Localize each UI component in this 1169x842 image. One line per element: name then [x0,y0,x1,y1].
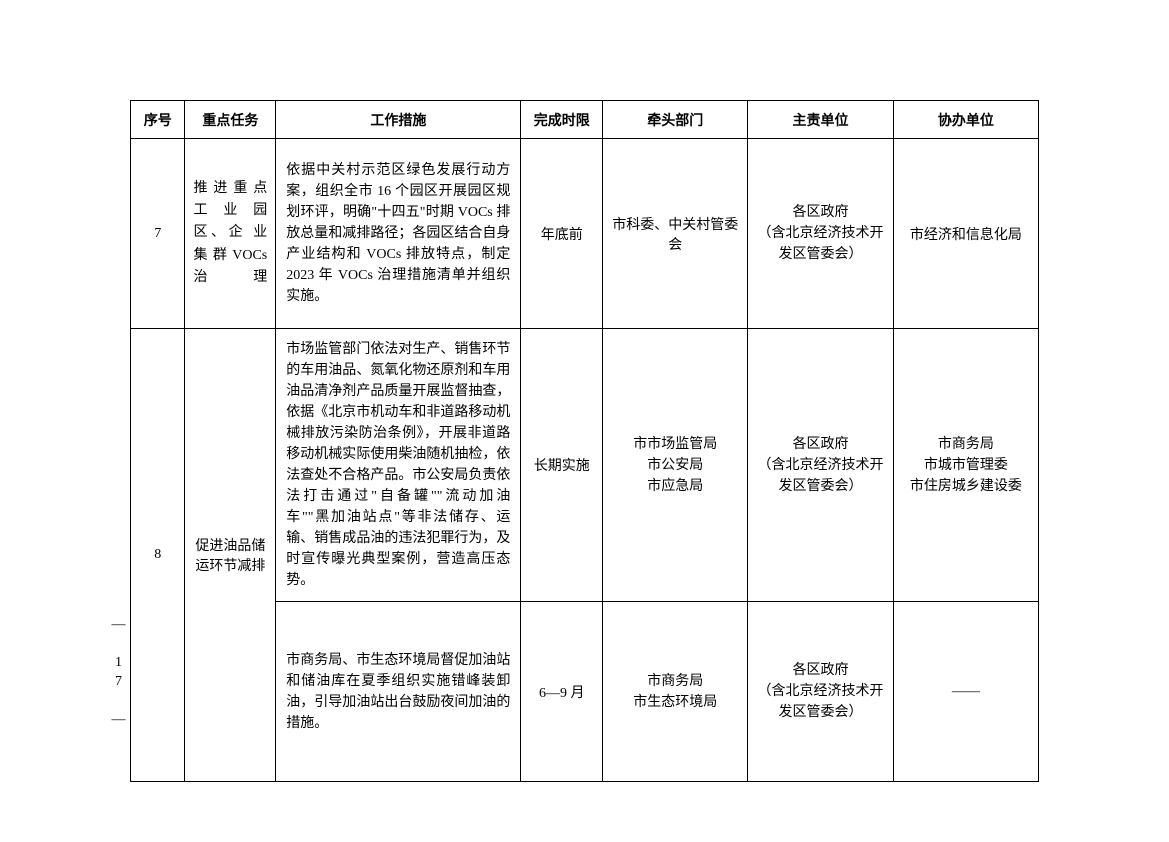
header-assist: 协办单位 [893,101,1038,139]
cell-assist: —— [893,602,1038,782]
cell-measure: 市场监管部门依法对生产、销售环节的车用油品、氮氧化物还原剂和车用油品清净剂产品质… [276,329,521,602]
header-task: 重点任务 [185,101,276,139]
page-container: 序号 重点任务 工作措施 完成时限 牵头部门 主责单位 协办单位 7 推 进 重… [0,0,1169,842]
cell-measure: 市商务局、市生态环境局督促加油站和储油库在夏季组织实施错峰装卸油，引导加油站出台… [276,602,521,782]
cell-seq: 8 [131,329,185,782]
cell-resp: 各区政府（含北京经济技术开发区管委会） [748,602,893,782]
cell-lead: 市商务局市生态环境局 [603,602,748,782]
cell-deadline: 6—9 月 [521,602,603,782]
cell-deadline: 年底前 [521,139,603,329]
header-seq: 序号 [131,101,185,139]
cell-task: 推 进 重 点 工 业 园 区、企 业 集 群 VOCs 治理 [185,139,276,329]
cell-lead: 市市场监管局市公安局市应急局 [603,329,748,602]
header-resp: 主责单位 [748,101,893,139]
cell-lead: 市科委、中关村管委会 [603,139,748,329]
cell-assist: 市经济和信息化局 [893,139,1038,329]
cell-task: 促进油品储运环节减排 [185,329,276,782]
table-row: 8 促进油品储运环节减排 市场监管部门依法对生产、销售环节的车用油品、氮氧化物还… [131,329,1039,602]
task-table: 序号 重点任务 工作措施 完成时限 牵头部门 主责单位 协办单位 7 推 进 重… [130,100,1039,782]
cell-resp: 各区政府（含北京经济技术开发区管委会） [748,139,893,329]
cell-deadline: 长期实施 [521,329,603,602]
header-deadline: 完成时限 [521,101,603,139]
cell-resp: 各区政府（含北京经济技术开发区管委会） [748,329,893,602]
table-header-row: 序号 重点任务 工作措施 完成时限 牵头部门 主责单位 协办单位 [131,101,1039,139]
header-measure: 工作措施 [276,101,521,139]
table-row: 7 推 进 重 点 工 业 园 区、企 业 集 群 VOCs 治理 依据中关村示… [131,139,1039,329]
cell-measure: 依据中关村示范区绿色发展行动方案，组织全市 16 个园区开展园区规划环评，明确"… [276,139,521,329]
page-number: — 17 — [110,617,126,731]
cell-seq: 7 [131,139,185,329]
cell-assist: 市商务局市城市管理委市住房城乡建设委 [893,329,1038,602]
header-lead: 牵头部门 [603,101,748,139]
